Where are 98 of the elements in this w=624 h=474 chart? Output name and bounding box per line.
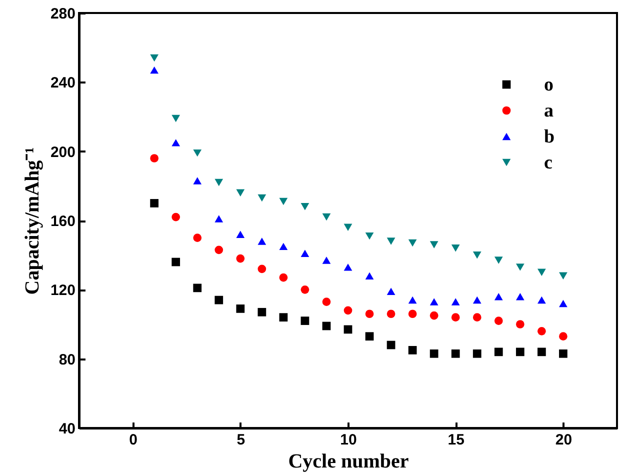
- point: [537, 268, 546, 276]
- point: [279, 242, 288, 250]
- point: [408, 239, 417, 247]
- point: [365, 310, 374, 318]
- point: [344, 325, 352, 334]
- x-tick-label: 10: [340, 432, 357, 448]
- point: [494, 316, 503, 325]
- point: [193, 284, 202, 292]
- point: [386, 310, 396, 318]
- point: [408, 310, 417, 318]
- point: [344, 306, 352, 315]
- point: [150, 199, 159, 208]
- point: [214, 215, 224, 222]
- point: [537, 296, 546, 304]
- point: [516, 264, 524, 271]
- point: [300, 316, 310, 325]
- point: [494, 256, 503, 264]
- point: [344, 264, 352, 271]
- point: [322, 213, 331, 221]
- point: [430, 311, 438, 320]
- point: [172, 212, 180, 222]
- point: [322, 298, 331, 306]
- point: [300, 203, 310, 210]
- point: [214, 296, 224, 304]
- point: [472, 296, 482, 304]
- point: [258, 264, 266, 274]
- point: [150, 54, 159, 62]
- point: [494, 292, 503, 300]
- point: [300, 250, 310, 257]
- x-tick-label: 20: [555, 432, 572, 448]
- point: [258, 194, 266, 202]
- y-tick-label: 80: [58, 351, 76, 368]
- point: [451, 349, 460, 358]
- y-tick-label: 160: [50, 213, 76, 230]
- legend-label: o: [544, 74, 554, 96]
- point: [537, 326, 546, 336]
- x-axis-title: Cycle number: [288, 450, 409, 472]
- point: [451, 298, 460, 306]
- point: [365, 232, 374, 240]
- point: [451, 313, 460, 322]
- point: [386, 340, 396, 350]
- point: [472, 313, 482, 322]
- point: [430, 349, 438, 358]
- point: [344, 224, 352, 232]
- point: [430, 298, 438, 306]
- point: [214, 178, 224, 186]
- legend-label: a: [544, 100, 554, 122]
- point: [193, 177, 202, 184]
- y-tick-label: 280: [50, 6, 76, 22]
- point: [559, 300, 568, 308]
- y-tick-label: 240: [50, 74, 76, 92]
- point: [193, 234, 202, 242]
- point: [236, 230, 245, 238]
- point: [516, 348, 524, 356]
- y-tick-label: 200: [50, 144, 76, 161]
- y-axis-title: Capacity/mAhg⁻¹: [21, 147, 44, 295]
- point: [236, 304, 245, 313]
- point: [451, 244, 460, 252]
- point: [559, 332, 568, 341]
- point: [559, 349, 568, 358]
- point: [472, 349, 482, 358]
- point: [516, 292, 524, 300]
- point: [516, 320, 524, 328]
- point: [300, 285, 310, 294]
- y-tick-label: 40: [58, 420, 76, 438]
- point: [279, 313, 288, 322]
- point: [279, 198, 288, 206]
- y-tick-label: 120: [50, 282, 76, 300]
- legend-label: c: [544, 152, 552, 174]
- point: [279, 273, 288, 282]
- x-tick-label: 0: [129, 432, 138, 448]
- point: [408, 296, 417, 304]
- point: [236, 254, 245, 263]
- point: [559, 272, 568, 280]
- point: [258, 308, 266, 316]
- point: [172, 114, 180, 122]
- point: [408, 346, 417, 354]
- point: [472, 251, 482, 259]
- point: [537, 348, 546, 356]
- point: [258, 238, 266, 245]
- point: [150, 154, 159, 162]
- x-tick-label: 15: [448, 432, 464, 448]
- point: [365, 332, 374, 341]
- point: [193, 149, 202, 157]
- point: [214, 246, 224, 254]
- point: [172, 139, 180, 146]
- point: [430, 241, 438, 248]
- point: [322, 322, 331, 330]
- x-tick-label: 5: [236, 432, 246, 448]
- point: [150, 66, 159, 74]
- point: [494, 348, 503, 356]
- point: [322, 256, 331, 264]
- point: [386, 288, 396, 296]
- point: [172, 258, 180, 266]
- point: [365, 272, 374, 280]
- point: [386, 238, 396, 245]
- point: [236, 189, 245, 196]
- legend-label: b: [544, 126, 555, 148]
